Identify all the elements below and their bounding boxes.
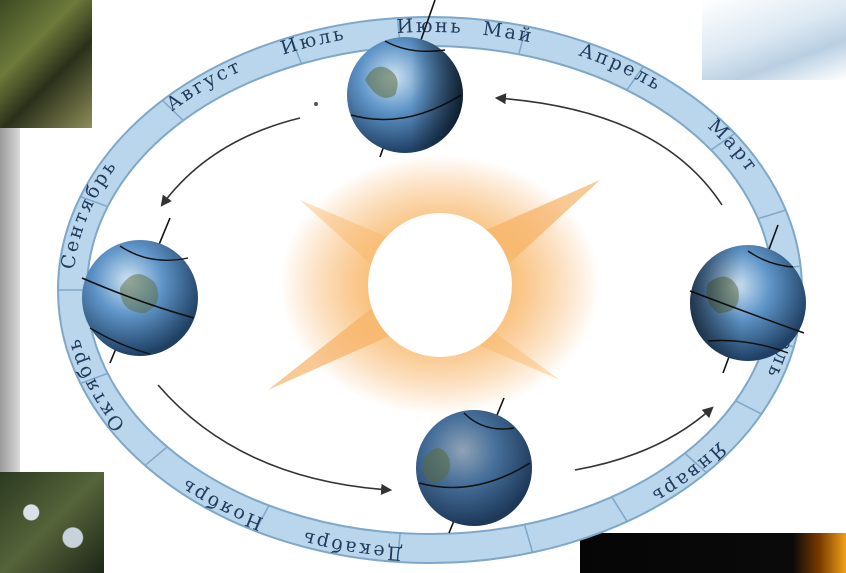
earth-march — [347, 0, 463, 158]
ring-divider-15 — [518, 26, 528, 55]
forest-photo — [0, 0, 92, 128]
ring-divider-11 — [80, 195, 108, 208]
orbit-arrow-december-to-march — [494, 93, 723, 206]
sun-disk — [368, 213, 512, 357]
ring-divider-7 — [254, 505, 270, 532]
ring-divider-17 — [710, 132, 736, 151]
orbit-arrow-september-to-december — [574, 406, 714, 471]
sun — [268, 155, 600, 415]
orbit-arrow-june-to-september — [157, 384, 393, 495]
ring-divider-13 — [289, 36, 303, 65]
ring-divider-4 — [611, 496, 628, 522]
ring-divider-9 — [80, 372, 108, 385]
earth-september — [416, 397, 532, 534]
ring-divider-6 — [396, 533, 401, 563]
ring-divider-16 — [626, 65, 644, 91]
orbit-arrow-march-to-may — [160, 117, 301, 207]
ring-divider-2 — [735, 400, 762, 415]
ring-divider-8 — [144, 446, 168, 467]
ring-divider-18 — [757, 209, 786, 220]
snow-photo — [702, 0, 846, 80]
ring-divider-5 — [523, 524, 534, 553]
fire-photo — [580, 533, 846, 573]
orbit-dot — [314, 102, 318, 106]
month-label-6: Июнь — [396, 15, 461, 38]
trees-photo — [0, 472, 104, 573]
earth-december — [689, 224, 806, 374]
earth-june — [81, 217, 198, 364]
ring-divider-12 — [161, 99, 184, 122]
book-page-shadow — [0, 128, 20, 473]
ring-divider-3 — [684, 452, 707, 474]
month-dividers — [58, 17, 801, 563]
